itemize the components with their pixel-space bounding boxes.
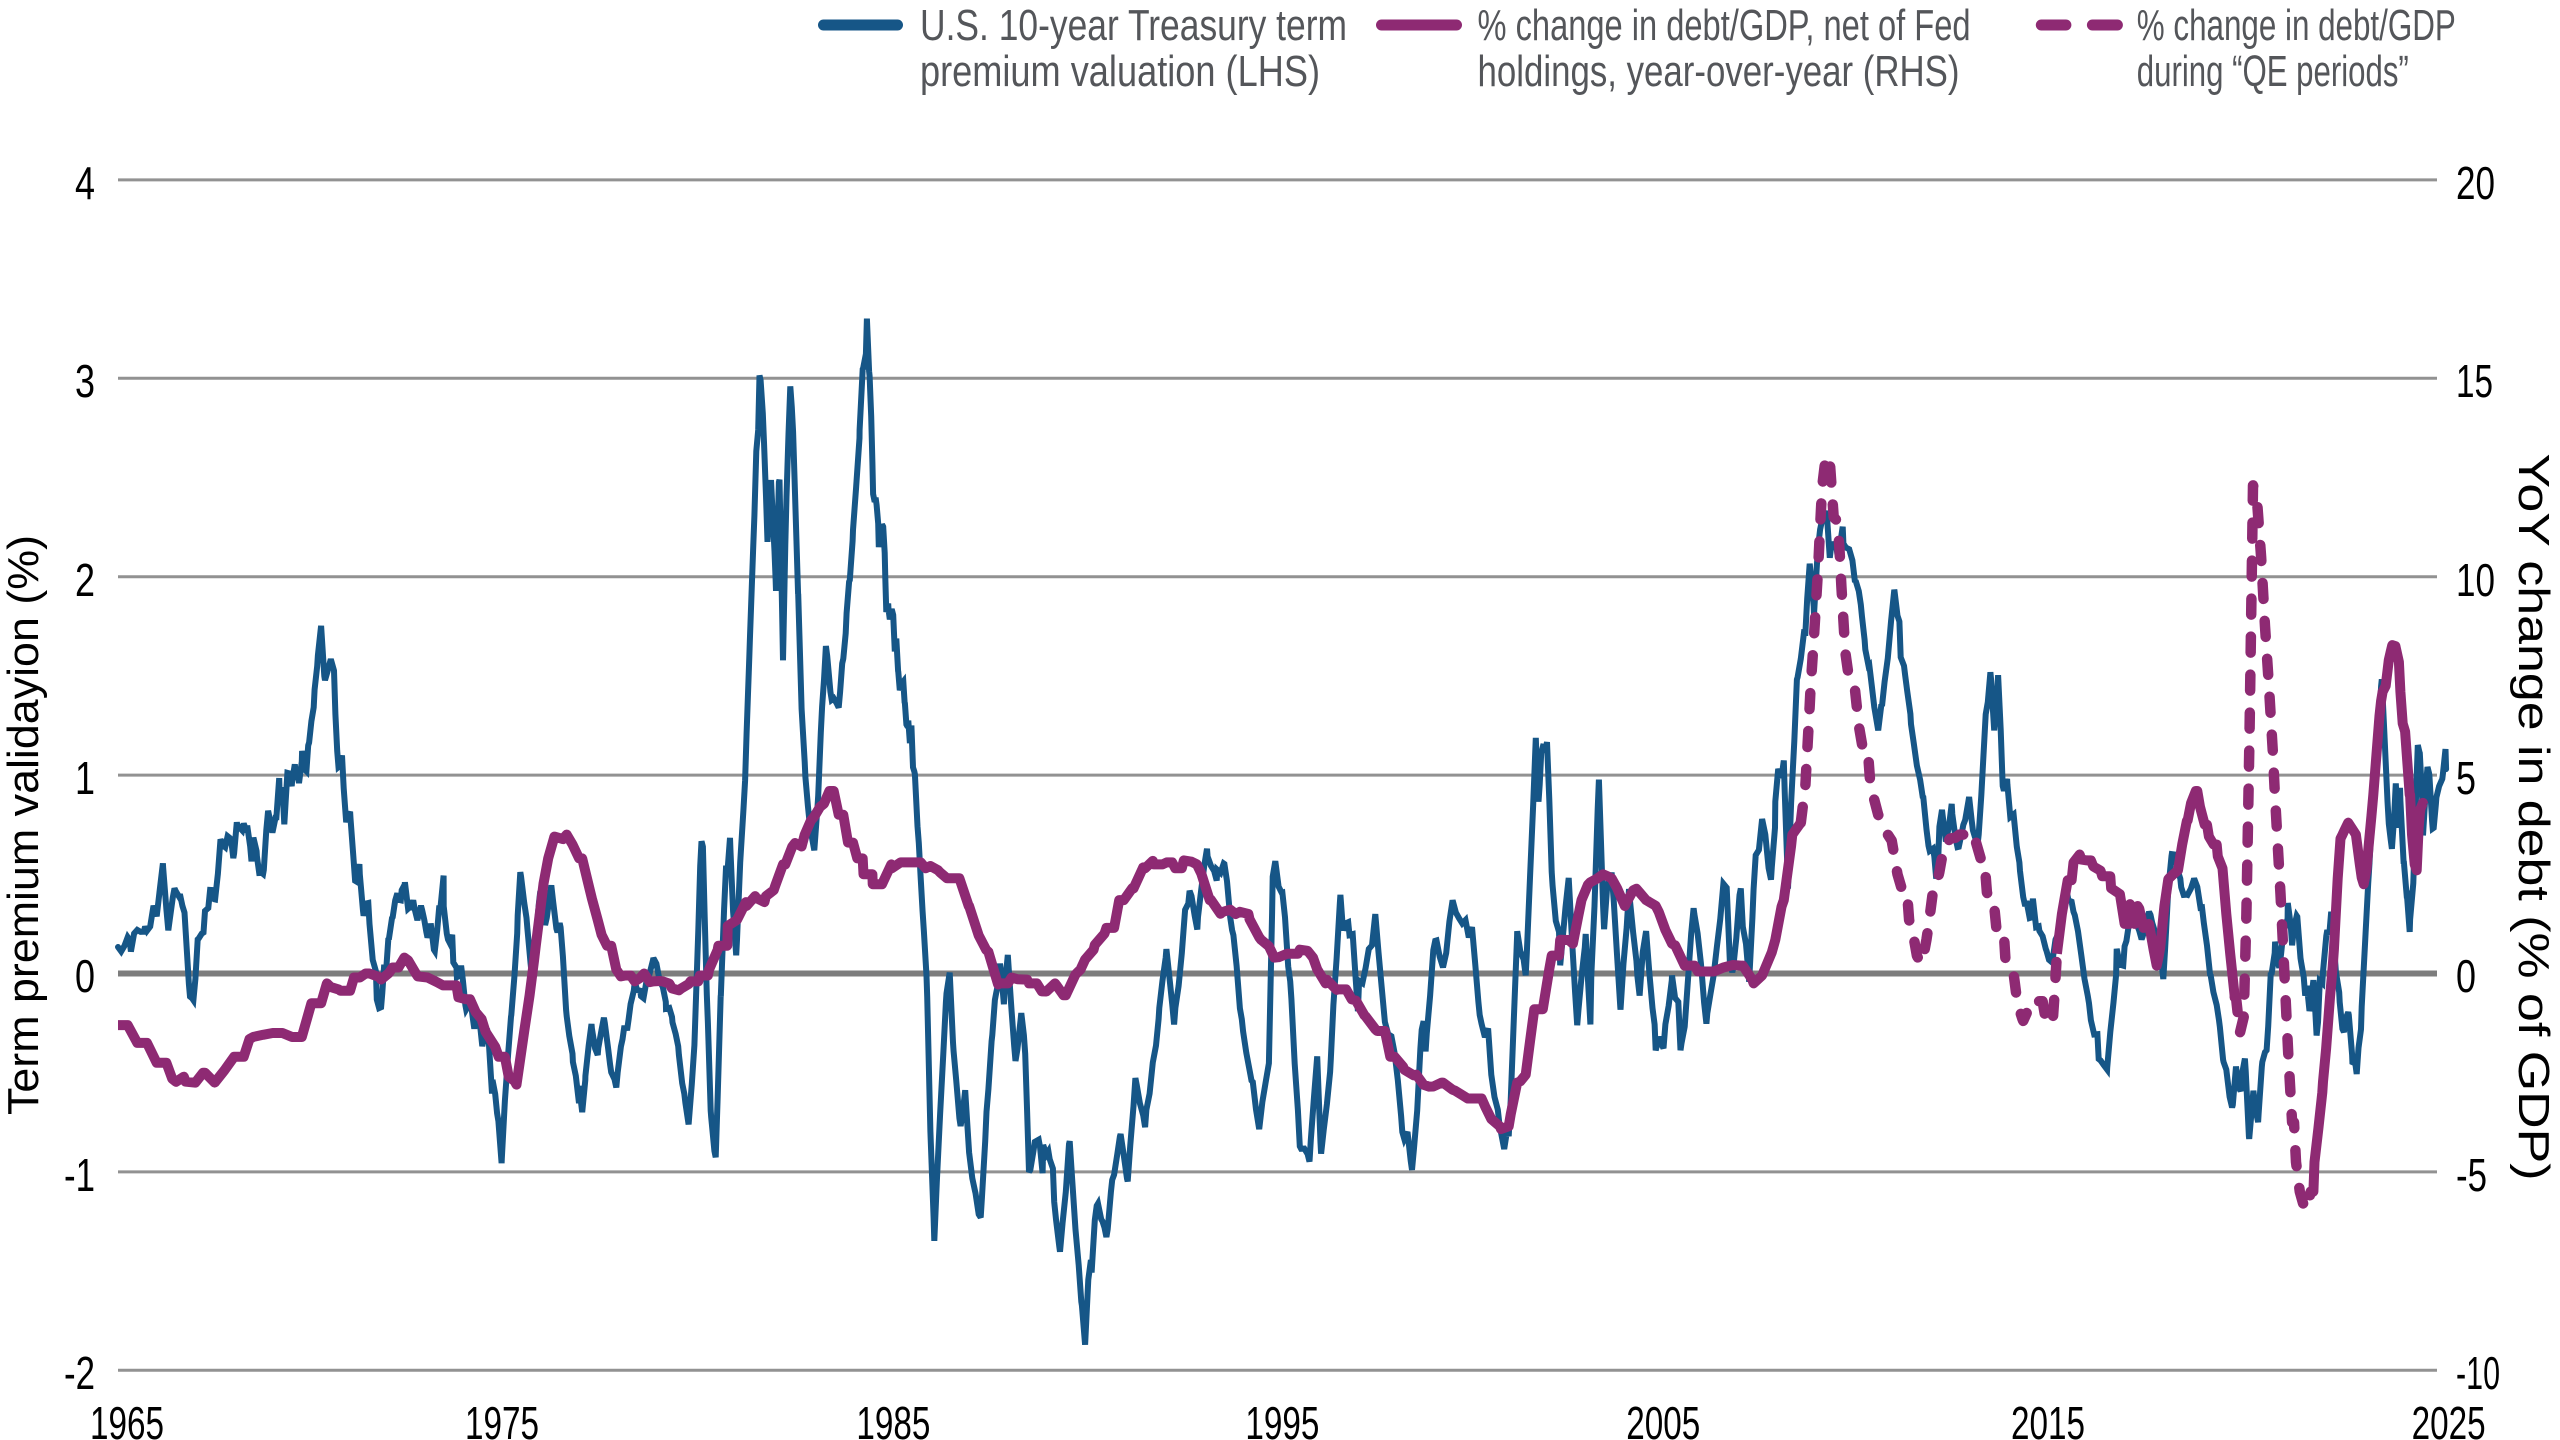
svg-text:2: 2 [75,554,95,606]
svg-text:-5: -5 [2456,1149,2487,1201]
svg-text:% change in debt/GDP, net of F: % change in debt/GDP, net of Fed [1478,1,1971,50]
svg-text:2005: 2005 [1626,1397,1700,1440]
svg-text:4: 4 [75,157,95,209]
svg-text:% change in debt/GDP: % change in debt/GDP [2137,1,2456,50]
svg-text:holdings, year-over-year (RHS): holdings, year-over-year (RHS) [1478,47,1960,96]
svg-text:-2: -2 [64,1347,95,1399]
svg-text:Term premium validayion (%): Term premium validayion (%) [0,535,48,1115]
svg-text:-10: -10 [2456,1347,2500,1399]
svg-text:0: 0 [2456,950,2476,1002]
svg-text:1985: 1985 [856,1397,930,1440]
svg-text:5: 5 [2456,752,2476,804]
svg-text:1: 1 [75,752,95,804]
svg-text:-1: -1 [64,1149,95,1201]
svg-text:0: 0 [75,950,95,1002]
svg-text:during “QE periods”: during “QE periods” [2137,47,2409,96]
svg-text:YoY change in debt (% of GDP): YoY change in debt (% of GDP) [2509,454,2558,1181]
svg-text:premium valuation (LHS): premium valuation (LHS) [920,47,1320,96]
svg-text:1975: 1975 [465,1397,539,1440]
svg-text:U.S. 10-year Treasury term: U.S. 10-year Treasury term [920,1,1347,50]
svg-text:1995: 1995 [1245,1397,1319,1440]
svg-text:1965: 1965 [90,1397,164,1440]
svg-text:3: 3 [75,355,95,407]
svg-text:2015: 2015 [2011,1397,2085,1440]
svg-text:2025: 2025 [2412,1397,2486,1440]
svg-text:15: 15 [2456,355,2493,407]
svg-text:10: 10 [2456,554,2495,606]
svg-text:20: 20 [2456,157,2495,209]
